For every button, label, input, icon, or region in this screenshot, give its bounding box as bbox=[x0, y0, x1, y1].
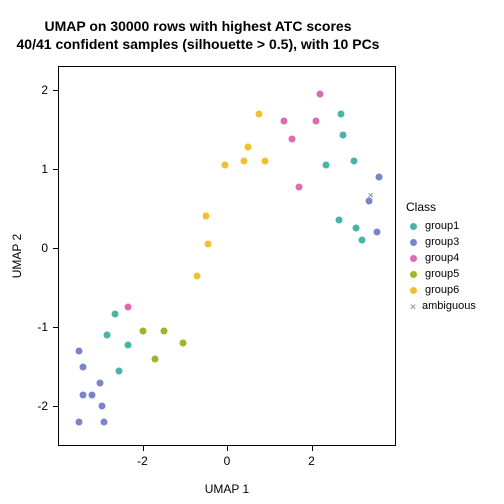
scatter-point bbox=[99, 403, 106, 410]
chart-title-line1: UMAP on 30000 rows with highest ATC scor… bbox=[0, 18, 396, 34]
scatter-point bbox=[152, 355, 159, 362]
scatter-point bbox=[76, 419, 83, 426]
scatter-point bbox=[112, 310, 119, 317]
legend-item: ×ambiguous bbox=[406, 298, 476, 314]
y-tick-label: 2 bbox=[28, 83, 48, 97]
legend-item: group6 bbox=[406, 282, 476, 298]
scatter-point bbox=[88, 391, 95, 398]
x-tick-mark bbox=[312, 446, 313, 451]
scatter-point bbox=[221, 161, 228, 168]
plot-area bbox=[58, 66, 396, 446]
scatter-point bbox=[295, 184, 302, 191]
y-tick-mark bbox=[53, 248, 58, 249]
y-tick-label: 0 bbox=[28, 241, 48, 255]
legend-item: group5 bbox=[406, 266, 476, 282]
scatter-point bbox=[124, 341, 131, 348]
x-axis-label: UMAP 1 bbox=[58, 482, 396, 496]
scatter-point bbox=[316, 90, 323, 97]
scatter-point bbox=[97, 379, 104, 386]
y-tick-mark bbox=[53, 327, 58, 328]
scatter-point bbox=[262, 158, 269, 165]
chart-title-line2: 40/41 confident samples (silhouette > 0.… bbox=[0, 36, 396, 52]
scatter-point bbox=[101, 419, 108, 426]
scatter-point bbox=[376, 173, 383, 180]
scatter-point bbox=[338, 110, 345, 117]
y-tick-label: -2 bbox=[28, 399, 48, 413]
scatter-point bbox=[76, 348, 83, 355]
x-tick-label: 2 bbox=[308, 454, 315, 468]
scatter-point bbox=[359, 237, 366, 244]
scatter-point bbox=[80, 391, 87, 398]
y-tick-mark bbox=[53, 90, 58, 91]
legend-label: group4 bbox=[425, 252, 459, 264]
x-tick-label: 0 bbox=[224, 454, 231, 468]
scatter-point bbox=[194, 272, 201, 279]
legend-item: group3 bbox=[406, 234, 476, 250]
legend-swatch bbox=[410, 255, 417, 262]
y-tick-label: 1 bbox=[28, 162, 48, 176]
legend-swatch bbox=[410, 239, 417, 246]
scatter-point bbox=[124, 304, 131, 311]
x-tick-label: -2 bbox=[137, 454, 148, 468]
scatter-point bbox=[335, 217, 342, 224]
legend-item: group4 bbox=[406, 250, 476, 266]
scatter-point bbox=[373, 229, 380, 236]
scatter-point bbox=[255, 110, 262, 117]
x-tick-mark bbox=[227, 446, 228, 451]
scatter-point bbox=[289, 135, 296, 142]
legend-swatch bbox=[410, 287, 417, 294]
scatter-point bbox=[340, 131, 347, 138]
y-tick-mark bbox=[53, 406, 58, 407]
x-tick-mark bbox=[143, 446, 144, 451]
scatter-point bbox=[80, 363, 87, 370]
y-tick-mark bbox=[53, 169, 58, 170]
scatter-point-ambiguous: × bbox=[367, 190, 374, 201]
legend: Class group1 group3 group4 group5 group6 ×amb… bbox=[406, 200, 476, 314]
scatter-point bbox=[103, 332, 110, 339]
scatter-point bbox=[281, 118, 288, 125]
y-tick-label: -1 bbox=[28, 320, 48, 334]
legend-swatch bbox=[410, 223, 417, 230]
scatter-point bbox=[312, 118, 319, 125]
legend-title: Class bbox=[406, 200, 476, 214]
legend-label: ambiguous bbox=[422, 300, 476, 312]
umap-scatter-chart: UMAP on 30000 rows with highest ATC scor… bbox=[0, 0, 504, 504]
scatter-point bbox=[139, 328, 146, 335]
y-axis-label: UMAP 2 bbox=[10, 66, 24, 446]
scatter-point bbox=[350, 158, 357, 165]
legend-label: group3 bbox=[425, 236, 459, 248]
scatter-point bbox=[323, 161, 330, 168]
scatter-point bbox=[240, 158, 247, 165]
scatter-point bbox=[352, 225, 359, 232]
legend-label: group1 bbox=[425, 220, 459, 232]
legend-label: group5 bbox=[425, 268, 459, 280]
scatter-point bbox=[116, 367, 123, 374]
legend-item: group1 bbox=[406, 218, 476, 234]
scatter-point bbox=[204, 241, 211, 248]
scatter-point bbox=[245, 143, 252, 150]
legend-label: group6 bbox=[425, 284, 459, 296]
legend-swatch-x: × bbox=[406, 300, 420, 313]
scatter-point bbox=[202, 213, 209, 220]
legend-swatch bbox=[410, 271, 417, 278]
scatter-point bbox=[179, 340, 186, 347]
scatter-point bbox=[160, 328, 167, 335]
